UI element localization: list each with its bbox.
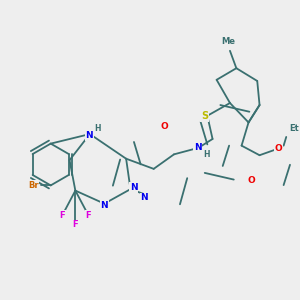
Text: N: N (85, 131, 93, 140)
Text: H: H (203, 150, 210, 159)
Text: F: F (73, 220, 78, 229)
Text: O: O (160, 122, 168, 131)
Text: H: H (94, 124, 101, 133)
Text: Et: Et (289, 124, 299, 133)
Text: N: N (194, 143, 202, 152)
Text: Br: Br (28, 181, 39, 190)
Text: Me: Me (221, 37, 236, 46)
Text: N: N (100, 201, 108, 210)
Text: S: S (201, 111, 208, 121)
Text: O: O (248, 176, 256, 185)
Text: F: F (85, 211, 91, 220)
Text: N: N (130, 183, 138, 192)
Text: F: F (59, 211, 65, 220)
Text: O: O (274, 144, 282, 153)
Text: N: N (140, 194, 148, 202)
